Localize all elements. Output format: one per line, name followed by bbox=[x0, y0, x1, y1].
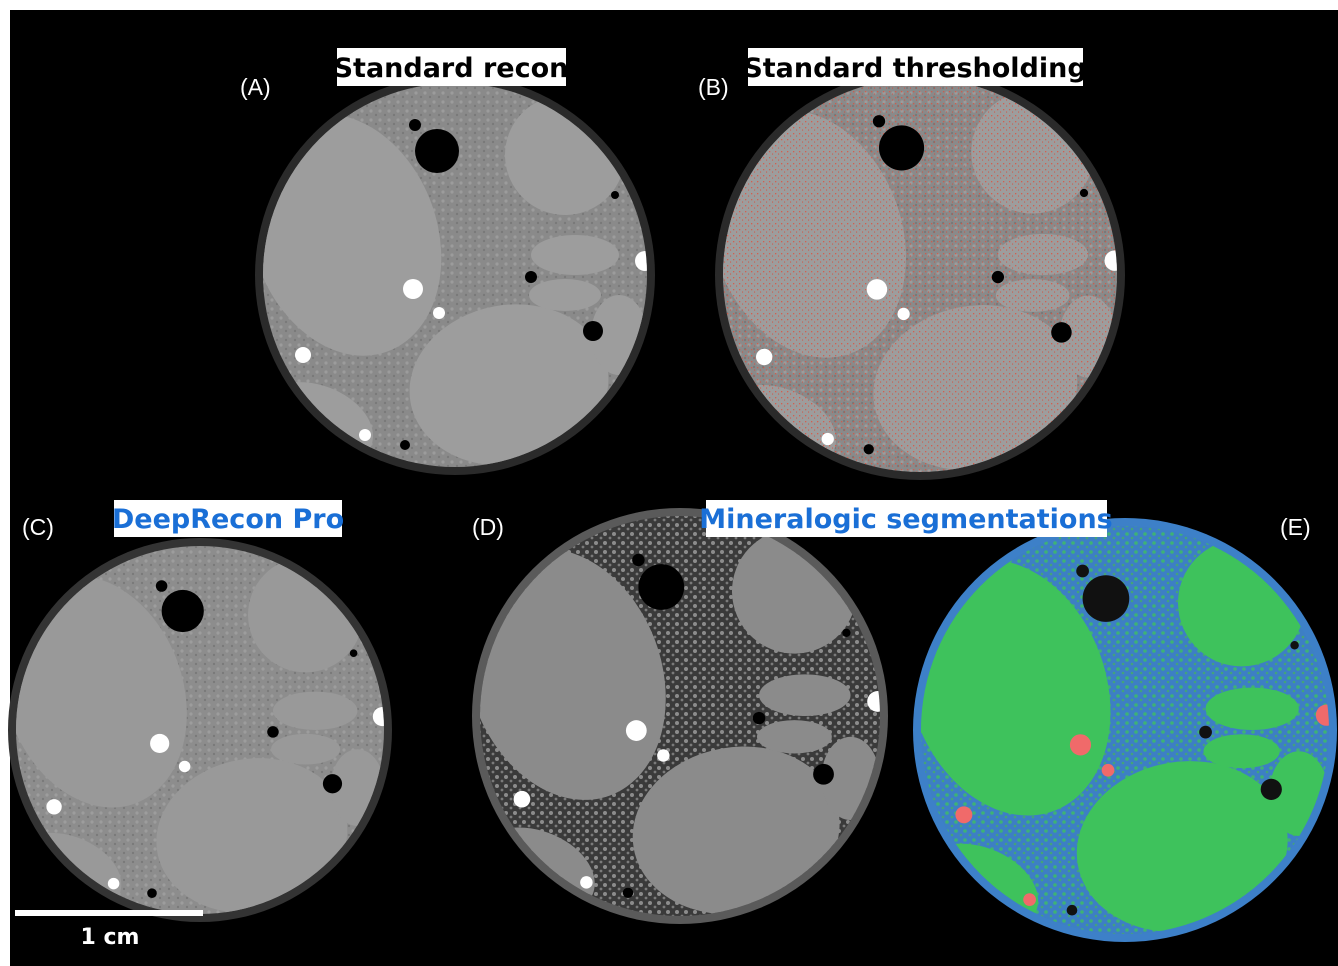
inclusion bbox=[514, 791, 531, 808]
aggregate bbox=[1206, 688, 1299, 730]
inclusion bbox=[295, 347, 311, 363]
inclusion bbox=[359, 429, 371, 441]
inclusion bbox=[1023, 893, 1036, 906]
scale-bar bbox=[15, 910, 203, 916]
aggregate bbox=[529, 279, 601, 311]
inclusion bbox=[867, 279, 888, 300]
pore bbox=[156, 580, 168, 592]
panel-label: (B) bbox=[698, 74, 729, 100]
pore bbox=[583, 321, 603, 341]
shared-title: Mineralogic segmentations bbox=[699, 504, 1113, 535]
inclusion bbox=[580, 876, 592, 888]
aggregate bbox=[273, 692, 357, 730]
pore bbox=[623, 888, 633, 898]
panel-title: Standard recon bbox=[334, 53, 569, 84]
pore bbox=[632, 554, 644, 566]
panel-label: (C) bbox=[22, 514, 54, 540]
pore bbox=[1290, 641, 1298, 649]
pore bbox=[1261, 779, 1282, 800]
pore bbox=[267, 726, 279, 738]
pore bbox=[1199, 726, 1212, 739]
pore bbox=[873, 115, 885, 127]
pore bbox=[1083, 575, 1130, 622]
inclusion bbox=[150, 734, 169, 753]
panel-label: (E) bbox=[1280, 514, 1311, 540]
pore bbox=[813, 764, 834, 785]
scale-label: 1 cm bbox=[81, 925, 140, 950]
inclusion bbox=[657, 749, 669, 761]
pore bbox=[753, 712, 765, 724]
aggregate bbox=[271, 734, 340, 765]
inclusion bbox=[108, 878, 120, 890]
inclusion bbox=[1070, 734, 1091, 755]
pore bbox=[415, 129, 459, 173]
pore bbox=[400, 440, 410, 450]
inclusion bbox=[403, 279, 423, 299]
pore bbox=[409, 119, 421, 131]
pore bbox=[864, 444, 874, 454]
pore bbox=[1076, 565, 1089, 578]
panel-label: (A) bbox=[240, 74, 271, 100]
figure: Standard recon Standard thresholding Dee… bbox=[0, 0, 1338, 966]
pore bbox=[1080, 189, 1088, 197]
inclusion bbox=[433, 307, 445, 319]
aggregate bbox=[1203, 734, 1279, 768]
inclusion bbox=[1102, 764, 1115, 777]
pore bbox=[842, 629, 850, 637]
pore bbox=[1051, 322, 1072, 343]
pore bbox=[992, 271, 1004, 283]
inclusion bbox=[756, 349, 772, 365]
pore bbox=[147, 888, 157, 898]
panel-title: DeepRecon Pro bbox=[112, 504, 344, 535]
panel-label: (D) bbox=[472, 514, 504, 540]
pore bbox=[350, 649, 358, 657]
pore bbox=[879, 125, 924, 170]
pore bbox=[323, 774, 342, 793]
inclusion bbox=[626, 720, 647, 741]
pore bbox=[162, 590, 204, 632]
aggregate bbox=[759, 674, 851, 716]
pore bbox=[525, 271, 537, 283]
inclusion bbox=[897, 308, 909, 320]
pore bbox=[1067, 905, 1078, 916]
aggregate bbox=[531, 235, 619, 275]
aggregate bbox=[757, 720, 832, 753]
inclusion bbox=[46, 799, 61, 814]
inclusion bbox=[179, 761, 191, 773]
pore bbox=[638, 564, 684, 610]
inclusion bbox=[955, 806, 972, 823]
inclusion bbox=[822, 433, 834, 445]
panel-title: Standard thresholding bbox=[743, 53, 1086, 84]
pore bbox=[611, 191, 619, 199]
